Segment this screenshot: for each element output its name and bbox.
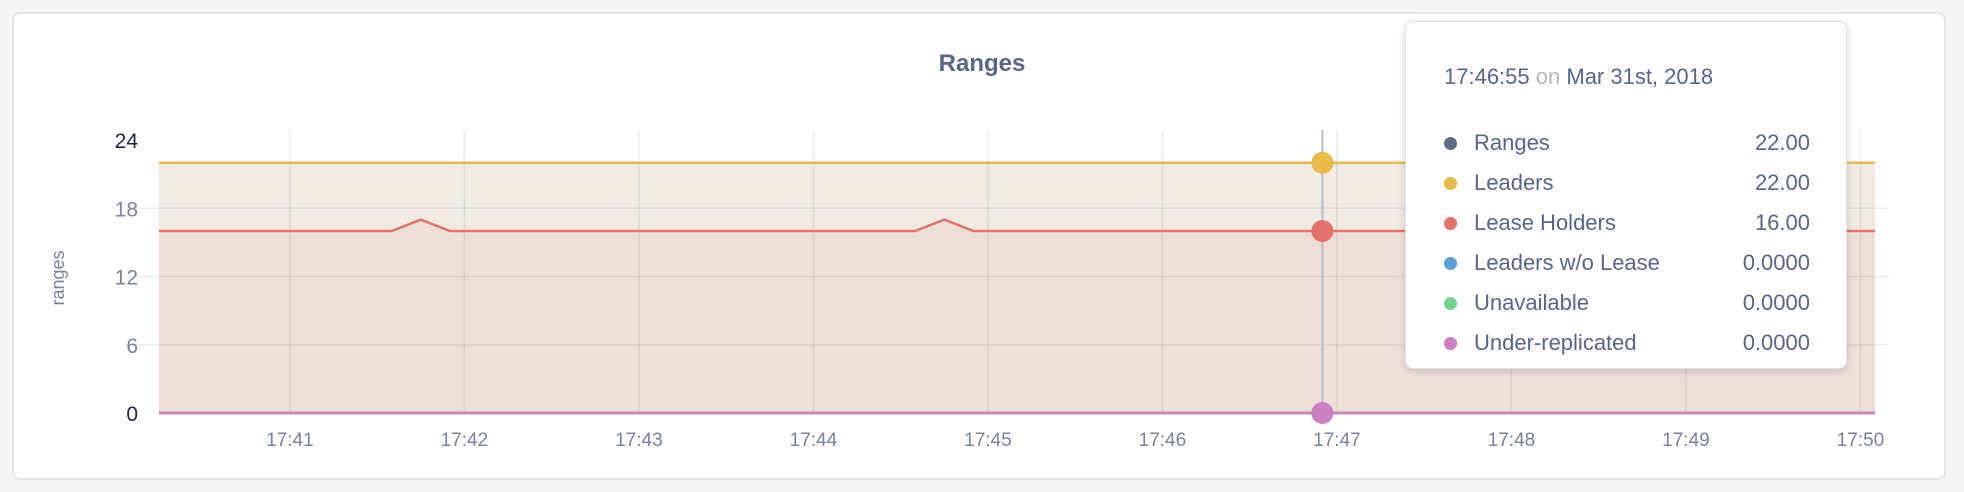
x-tick-label: 17:46 — [1139, 430, 1187, 451]
x-tick-label: 17:44 — [790, 430, 838, 451]
x-tick-label: 17:50 — [1837, 430, 1885, 451]
tooltip-on: on — [1535, 64, 1561, 89]
tooltip-date: Mar 31st, 2018 — [1566, 64, 1714, 89]
legend-dot-icon — [1444, 296, 1457, 310]
x-tick-label: 17:41 — [266, 430, 314, 451]
tooltip-time: 17:46:55 — [1444, 64, 1530, 89]
tooltip-row: Ranges 22.00 — [1444, 123, 1810, 163]
tooltip-series-name: Leaders — [1474, 170, 1554, 195]
tooltip-timestamp: 17:46:55 on Mar 31st, 2018 — [1444, 64, 1713, 90]
tooltip-series-value: 0.0000 — [1742, 250, 1810, 275]
x-tick-label: 17:49 — [1662, 430, 1710, 451]
legend-dot-icon — [1444, 336, 1457, 350]
tooltip-series-name: Leaders w/o Lease — [1474, 250, 1660, 275]
y-tick-label: 0 — [126, 403, 138, 426]
legend-dot-icon — [1444, 136, 1457, 150]
tooltip-series-value: 0.0000 — [1742, 290, 1810, 315]
x-tick-label: 17:47 — [1313, 430, 1361, 451]
tooltip-series-name: Ranges — [1474, 130, 1550, 155]
y-tick-label: 6 — [126, 335, 138, 358]
legend-dot-icon — [1444, 176, 1457, 190]
tooltip-row: Lease Holders 16.00 — [1444, 203, 1810, 243]
tooltip-series-value: 16.00 — [1754, 210, 1810, 235]
tooltip-series-value: 22.00 — [1754, 130, 1810, 155]
tooltip-series-value: 0.0000 — [1742, 330, 1810, 355]
legend-dot-icon — [1444, 256, 1457, 270]
tooltip-row: Leaders w/o Lease 0.0000 — [1444, 243, 1810, 283]
y-tick-label: 24 — [115, 130, 139, 153]
hover-marker-lease-holders — [1311, 220, 1334, 242]
hover-marker-leaders — [1311, 151, 1334, 174]
x-tick-label: 17:42 — [441, 430, 489, 451]
hover-tooltip: 17:46:55 on Mar 31st, 2018 Ranges 22.00 Le… — [1405, 21, 1847, 369]
x-tick-label: 17:43 — [615, 430, 663, 451]
legend-dot-icon — [1444, 216, 1457, 230]
hover-marker-under-replicated — [1311, 402, 1334, 424]
tooltip-row: Leaders 22.00 — [1444, 163, 1810, 203]
chart-title: Ranges — [938, 50, 1026, 77]
tooltip-row: Unavailable 0.0000 — [1444, 283, 1810, 323]
y-tick-label: 18 — [115, 198, 138, 221]
tooltip-series-name: Unavailable — [1474, 290, 1589, 315]
x-tick-label: 17:48 — [1488, 430, 1536, 451]
tooltip-row: Under-replicated 0.0000 — [1444, 323, 1810, 363]
y-tick-label: 12 — [115, 267, 138, 290]
y-axis-label: ranges — [48, 250, 68, 305]
tooltip-series-name: Under-replicated — [1474, 330, 1637, 355]
tooltip-series-name: Lease Holders — [1474, 210, 1616, 235]
x-tick-label: 17:45 — [964, 430, 1012, 451]
tooltip-series-value: 22.00 — [1754, 170, 1810, 195]
series-line-lease-holders — [159, 218, 1875, 233]
